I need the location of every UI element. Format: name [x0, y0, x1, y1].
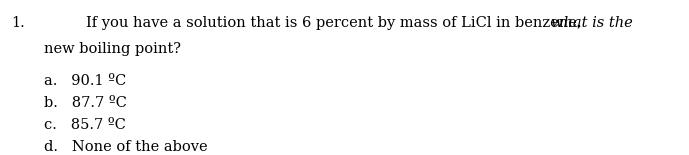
Text: new boiling point?: new boiling point?: [43, 42, 181, 56]
Text: c.   85.7 ºC: c. 85.7 ºC: [43, 118, 125, 132]
Text: If you have a solution that is 6 percent by mass of LiCl in benzene,: If you have a solution that is 6 percent…: [86, 16, 586, 31]
Text: 1.: 1.: [11, 16, 25, 31]
Text: d.   None of the above: d. None of the above: [43, 140, 207, 154]
Text: a.   90.1 ºC: a. 90.1 ºC: [43, 74, 126, 88]
Text: what is the: what is the: [551, 16, 633, 31]
Text: b.   87.7 ºC: b. 87.7 ºC: [43, 96, 127, 110]
